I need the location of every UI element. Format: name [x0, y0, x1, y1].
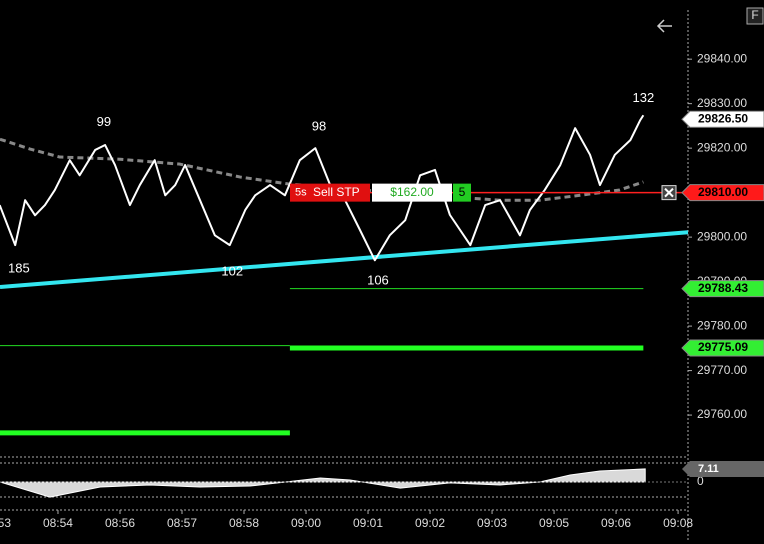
- swing-label: 106: [367, 273, 389, 288]
- x-tick-label: 08:56: [105, 516, 135, 530]
- price-tag-label: 29826.50: [698, 111, 748, 125]
- price-tag-label: 29775.09: [698, 340, 748, 354]
- x-tick-label: 09:00: [291, 516, 321, 530]
- y-tick-label: 29840.00: [697, 51, 747, 65]
- order-pnl: $162.00: [390, 185, 434, 199]
- y-tick-label: 29770.00: [697, 363, 747, 377]
- osc-tag: [682, 460, 764, 477]
- y-tick-label: 29820.00: [697, 140, 747, 154]
- x-tick-label: 09:01: [353, 516, 383, 530]
- x-tick-label: 08:53: [0, 516, 11, 530]
- order-side[interactable]: [290, 183, 370, 202]
- x-tick-label: 09:05: [539, 516, 569, 530]
- osc-tag-label: 7.11: [698, 463, 719, 475]
- x-tick-label: 09:03: [477, 516, 507, 530]
- swing-label: 102: [221, 264, 243, 279]
- x-tick-label: 08:54: [43, 516, 73, 530]
- osc-tick-label: 0: [697, 474, 704, 488]
- price-series: [0, 114, 645, 262]
- price-tag: [681, 184, 764, 202]
- x-tick-label: 08:58: [229, 516, 259, 530]
- price-tag-label: 29810.00: [698, 185, 748, 199]
- order-timer: 5s: [295, 187, 307, 199]
- swing-label: 185: [8, 261, 30, 276]
- price-series: [0, 230, 689, 289]
- x-tick-label: 09:02: [415, 516, 445, 530]
- swing-label: 98: [312, 119, 326, 134]
- back-arrow[interactable]: [656, 19, 672, 33]
- swing-label: 132: [633, 90, 655, 105]
- y-tick-label: 29760.00: [697, 407, 747, 421]
- order-close-x[interactable]: [664, 187, 674, 198]
- y-tick-label: 29830.00: [697, 96, 747, 110]
- order-qty: 5: [459, 185, 466, 199]
- price-tag: [681, 339, 764, 357]
- x-tick-label: 09:08: [663, 516, 693, 530]
- oscillator-area: [0, 468, 646, 498]
- order-pnl-box: [372, 183, 452, 202]
- y-tick-label: 29780.00: [697, 318, 747, 332]
- price-tag: [681, 110, 764, 128]
- x-tick-label: 08:57: [167, 516, 197, 530]
- price-tag: [681, 280, 764, 298]
- order-side-label: Sell STP: [313, 185, 360, 199]
- price-tag-label: 29788.43: [698, 281, 748, 295]
- swing-label: 99: [97, 114, 111, 129]
- f-button[interactable]: [746, 7, 764, 25]
- order-qty-box: [453, 183, 471, 202]
- f-button-label[interactable]: F: [751, 8, 758, 22]
- x-tick-label: 09:06: [601, 516, 631, 530]
- y-tick-label: 29800.00: [697, 229, 747, 243]
